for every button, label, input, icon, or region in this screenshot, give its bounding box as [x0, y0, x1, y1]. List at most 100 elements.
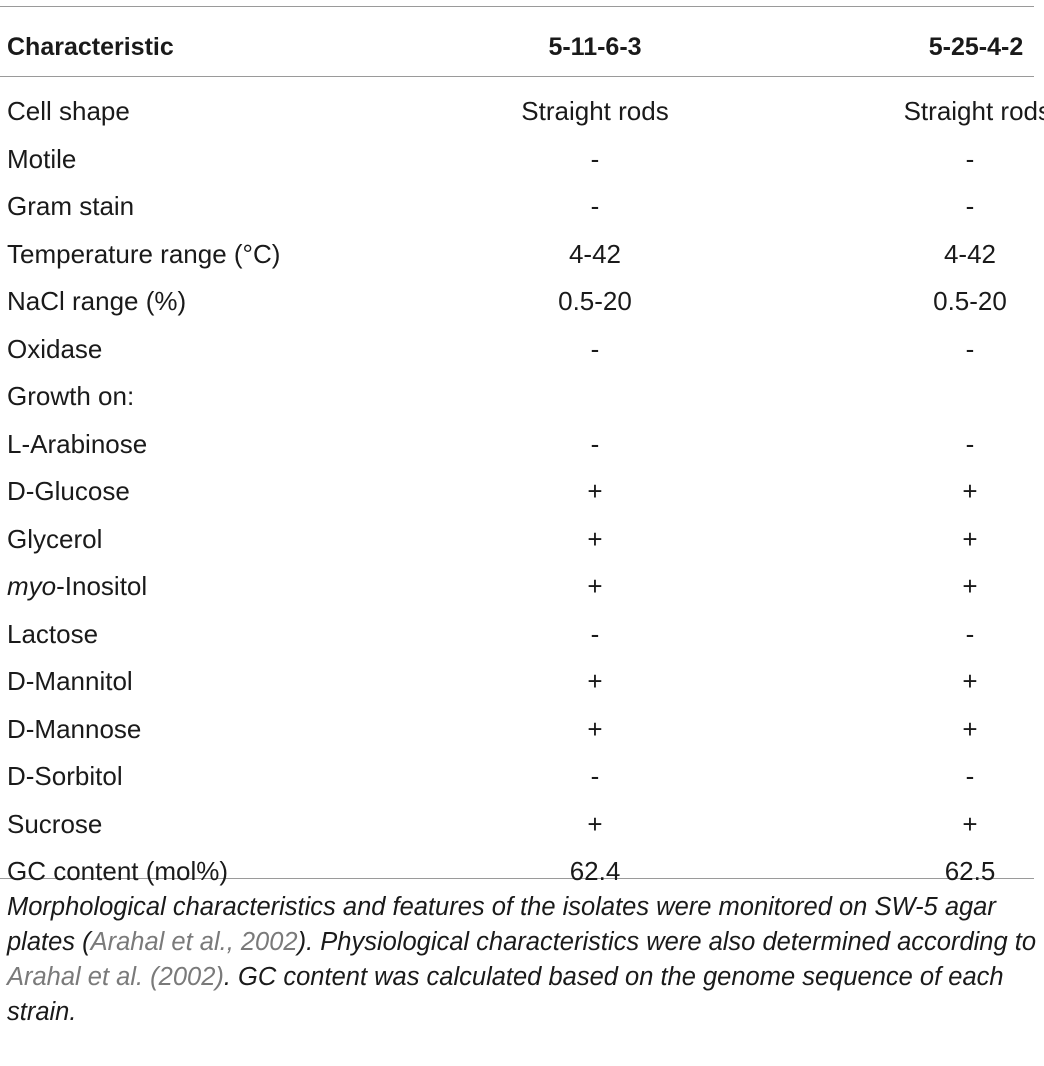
- table-row: Motile - -: [0, 136, 1044, 184]
- cell-5-25-4-2: [713, 373, 1044, 421]
- table-row: D-Glucose + +: [0, 468, 1044, 516]
- row-label: D-Sorbitol: [7, 761, 123, 792]
- row-label: GC content (mol%): [7, 856, 229, 887]
- table-row: Gram stain - -: [0, 183, 1044, 231]
- cell-5-25-4-2-text: Straight rods: [903, 96, 1044, 127]
- cell-5-25-4-2-text: -: [965, 333, 975, 364]
- cell-5-25-4-2-text: -: [965, 191, 975, 222]
- cell-5-11-6-3: -: [590, 618, 600, 649]
- row-label: Motile: [7, 143, 77, 174]
- cell-5-25-4-2-text: 4-42: [943, 238, 997, 269]
- cell-5-25-4-2-text: +: [962, 571, 978, 602]
- table-row: D-Mannitol + +: [0, 658, 1044, 706]
- table-row: NaCl range (%) 0.5-20 0.5-20: [0, 278, 1044, 326]
- cell-5-11-6-3: [477, 373, 713, 421]
- cell-5-25-4-2: +: [713, 706, 1044, 754]
- cell-5-25-4-2: +: [713, 801, 1044, 849]
- cell-5-25-4-2-text: -: [965, 143, 975, 174]
- header-strain-5-25-4-2: 5-25-4-2: [713, 18, 1044, 76]
- cell-5-11-6-3: +: [587, 666, 603, 697]
- row-label: Glycerol: [7, 523, 103, 554]
- cell-5-11-6-3: 0.5-20: [558, 286, 632, 317]
- cell-5-25-4-2-text: +: [962, 666, 978, 697]
- cell-5-25-4-2: -: [713, 183, 1044, 231]
- row-label: Sucrose: [7, 808, 103, 839]
- cell-5-11-6-3: -: [590, 333, 600, 364]
- table-row: GC content (mol%) 62.4 62.5: [0, 848, 1044, 896]
- table-row: Lactose - -: [0, 611, 1044, 659]
- cell-5-25-4-2: +: [713, 658, 1044, 706]
- cell-5-11-6-3: -: [590, 428, 600, 459]
- header-characteristic: Characteristic: [7, 32, 174, 61]
- footnote-text: Morphological characteristics and featur…: [7, 893, 996, 956]
- cell-5-25-4-2-text: 62.5: [944, 856, 996, 887]
- header-bottom-rule: [0, 76, 1034, 77]
- cell-5-25-4-2-text: -: [965, 428, 975, 459]
- cell-5-25-4-2-text: +: [962, 523, 978, 554]
- cell-5-25-4-2-text: -: [965, 761, 975, 792]
- cell-5-25-4-2: 62.5: [713, 848, 1044, 896]
- cell-5-11-6-3: -: [590, 191, 600, 222]
- cell-5-25-4-2: -: [713, 136, 1044, 184]
- footnote-text: ). Physiological characteristics were al…: [297, 928, 1037, 956]
- row-label: Gram stain: [7, 191, 135, 222]
- cell-5-25-4-2: -: [713, 421, 1044, 469]
- cell-5-11-6-3: 62.4: [569, 856, 621, 887]
- cell-5-25-4-2: Straight rods: [713, 76, 1044, 136]
- row-label-italic-prefix: myo: [7, 571, 57, 602]
- table-row: Growth on:: [0, 373, 1044, 421]
- cell-5-11-6-3: +: [587, 571, 603, 602]
- citation-link[interactable]: Arahal et al. (2002): [7, 963, 224, 991]
- row-label: D-Mannitol: [7, 666, 133, 697]
- cell-5-25-4-2: +: [713, 563, 1044, 611]
- row-label: Cell shape: [7, 96, 130, 127]
- row-label: myo-Inositol: [0, 563, 477, 611]
- table-footnote: Morphological characteristics and featur…: [7, 890, 1037, 1030]
- row-label: D-Mannose: [7, 713, 142, 744]
- cell-5-25-4-2-text: -: [965, 618, 975, 649]
- table-row: Sucrose + +: [0, 801, 1044, 849]
- cell-5-11-6-3: -: [590, 761, 600, 792]
- table-bottom-rule: [0, 878, 1034, 879]
- table-row: myo-Inositol + +: [0, 563, 1044, 611]
- table-row: D-Sorbitol - -: [0, 753, 1044, 801]
- citation-link[interactable]: Arahal et al., 2002: [90, 928, 298, 956]
- cell-5-25-4-2: -: [713, 753, 1044, 801]
- row-label: Temperature range (°C): [7, 238, 281, 269]
- table-row: Cell shape Straight rods Straight rods: [0, 76, 1044, 136]
- cell-5-11-6-3: 4-42: [568, 238, 622, 269]
- row-label-rest: -Inositol: [56, 571, 148, 602]
- cell-5-25-4-2: 0.5-20: [713, 278, 1044, 326]
- cell-5-25-4-2-text: +: [962, 713, 978, 744]
- cell-5-25-4-2: +: [713, 516, 1044, 564]
- table-row: L-Arabinose - -: [0, 421, 1044, 469]
- cell-5-11-6-3: +: [587, 808, 603, 839]
- cell-5-11-6-3: -: [590, 143, 600, 174]
- table-row: Glycerol + +: [0, 516, 1044, 564]
- row-label-growth-on: Growth on:: [7, 381, 135, 412]
- cell-5-25-4-2: +: [713, 468, 1044, 516]
- table-top-rule: [0, 6, 1034, 7]
- cell-5-25-4-2: -: [713, 326, 1044, 374]
- cell-5-11-6-3: +: [587, 476, 603, 507]
- cell-5-11-6-3: +: [587, 523, 603, 554]
- row-label: L-Arabinose: [7, 428, 148, 459]
- header-strain-5-11-6-3: 5-11-6-3: [548, 32, 642, 61]
- cell-5-11-6-3: +: [587, 713, 603, 744]
- table-row: Oxidase - -: [0, 326, 1044, 374]
- characteristics-table: Characteristic 5-11-6-3 5-25-4-2 Cell sh…: [0, 18, 1044, 896]
- footnote-text: . GC content was calculated based on the…: [7, 963, 1004, 1026]
- row-label: Lactose: [7, 618, 99, 649]
- cell-5-11-6-3: Straight rods: [521, 96, 669, 127]
- row-label: NaCl range (%): [7, 286, 187, 317]
- cell-5-25-4-2-text: +: [962, 808, 978, 839]
- header-strain-5-25-4-2-text: 5-25-4-2: [928, 32, 1024, 61]
- table-row: Temperature range (°C) 4-42 4-42: [0, 231, 1044, 279]
- row-label: Oxidase: [7, 333, 103, 364]
- cell-5-25-4-2-text: 0.5-20: [933, 286, 1007, 317]
- table-header-row: Characteristic 5-11-6-3 5-25-4-2: [0, 18, 1044, 76]
- cell-5-25-4-2-text: +: [962, 476, 978, 507]
- cell-5-25-4-2: 4-42: [713, 231, 1044, 279]
- table-row: D-Mannose + +: [0, 706, 1044, 754]
- row-label: D-Glucose: [7, 476, 130, 507]
